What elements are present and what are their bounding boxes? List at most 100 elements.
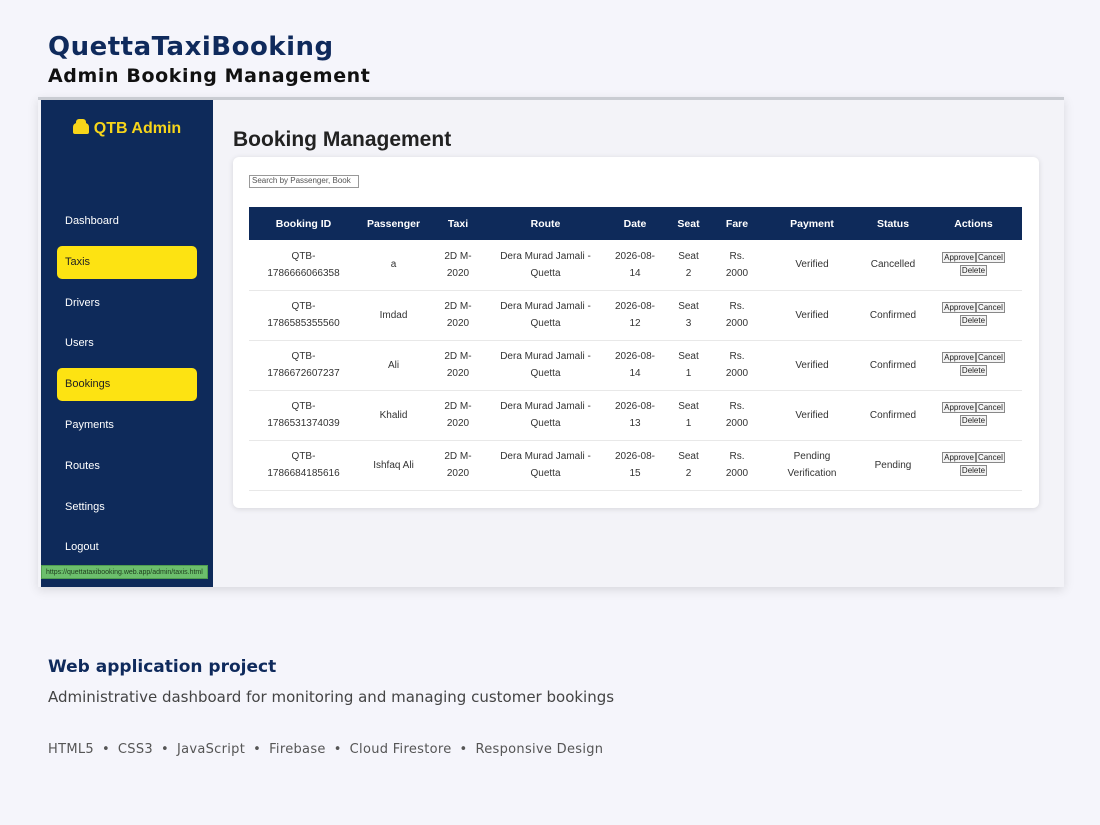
sidebar-item-bookings[interactable]: Bookings [57,368,197,402]
page-title: Booking Management [233,128,452,151]
date-cell-line: 2026-08- [614,401,656,412]
booking-id-cell: QTB- 1786585355560 [249,290,358,341]
route-cell-line: Quetta [530,368,561,379]
approve-button[interactable]: Approve [942,402,976,413]
brand-label: QTB Admin [93,120,182,137]
status-cell: Pending [861,440,925,491]
seat-cell-line: 2 [685,468,692,479]
table-row: QTB- 1786585355560 Imdad 2D M- 2020 Dera Mura… [249,290,1022,341]
route-cell-line: Dera Murad Jamali - [500,301,591,312]
sidebar-item-settings[interactable]: Settings [65,500,105,513]
seat-cell-line: Seat [678,401,699,412]
actions-cell: Approve Cancel Delete [925,240,1022,291]
fare-cell-line: Rs. [729,301,745,312]
delete-button[interactable]: Delete [959,365,988,376]
fare-cell-line: 2000 [725,318,749,329]
seat-cell: Seat 3 [666,290,711,341]
taxi-cell: 2D M- 2020 [429,440,487,491]
approve-button[interactable]: Approve [942,302,976,313]
route-cell: Dera Murad Jamali - Quetta [487,290,604,341]
route-cell-line: Dera Murad Jamali - [500,451,591,462]
project-subtitle: Admin Booking Management [48,65,371,87]
booking-id-cell-line: 1786666066358 [267,267,340,279]
route-cell: Dera Murad Jamali - Quetta [487,340,604,391]
payment-cell-line: Verified [795,409,829,421]
delete-button[interactable]: Delete [959,465,988,476]
taxi-cell-line: 2D M- [444,401,472,412]
cancel-button[interactable]: Cancel [975,302,1005,313]
payment-cell: Verified [763,240,861,291]
column-header-payment[interactable]: Payment [763,207,861,240]
delete-button[interactable]: Delete [959,315,988,326]
column-header-seat[interactable]: Seat [666,207,711,240]
route-cell: Dera Murad Jamali - Quetta [487,240,604,291]
column-header-fare[interactable]: Fare [711,207,763,240]
payment-cell: Pending Verification [763,440,861,491]
booking-id-cell-line: 1786531374039 [267,418,340,429]
passenger-cell: Khalid [358,390,429,441]
sidebar-brand[interactable]: QTB Admin [41,119,213,138]
search-input[interactable]: Search by Passenger, Book [249,175,359,188]
seat-cell: Seat 1 [666,340,711,391]
date-cell: 2026-08- 13 [604,390,666,441]
sidebar-item-users[interactable]: Users [65,337,94,350]
tag-separator: • [253,742,262,757]
taxi-cell-line: 2020 [446,468,470,479]
booking-id-cell-line: QTB- [291,250,316,262]
sidebar-item-payments[interactable]: Payments [65,419,114,431]
date-cell: 2026-08- 15 [604,440,666,491]
fare-cell-line: 2000 [725,418,749,429]
actions-cell: Approve Cancel Delete [925,440,1022,491]
date-cell: 2026-08- 12 [604,290,666,341]
taxi-cell-line: 2D M- [444,351,472,362]
delete-button[interactable]: Delete [959,415,988,426]
status-cell: Cancelled [861,240,925,291]
date-cell-line: 14 [629,368,641,379]
cancel-button[interactable]: Cancel [975,452,1005,463]
route-cell-line: Dera Murad Jamali - [500,401,591,412]
approve-button[interactable]: Approve [942,251,976,263]
cancel-button[interactable]: Cancel [975,251,1005,263]
cancel-button[interactable]: Cancel [975,402,1005,413]
table-row: QTB- 1786531374039 Khalid 2D M- 2020 Dera Mur… [249,390,1022,441]
column-header-date[interactable]: Date [604,207,666,240]
fare-cell-line: Rs. [729,250,745,262]
delete-button[interactable]: Delete [959,264,988,276]
bookings-card: Search by Passenger, Book Booking ID Pass… [233,157,1039,508]
status-cell: Confirmed [861,340,925,391]
passenger-cell: Ishfaq Ali [358,440,429,491]
sidebar-item-routes[interactable]: Routes [65,459,100,472]
actions-cell: Approve Cancel Delete [925,290,1022,341]
actions-cell: Approve Cancel Delete [925,340,1022,391]
tech-tag: Responsive Design [475,742,604,757]
approve-button[interactable]: Approve [942,352,976,363]
payment-cell-line: Verified [795,309,829,321]
date-cell-line: 2026-08- [614,250,656,262]
section-description: Administrative dashboard for monitoring … [48,688,615,706]
tag-separator: • [333,742,342,757]
tech-tag: Cloud Firestore [349,742,452,757]
column-header-actions[interactable]: Actions [925,207,1022,240]
status-cell: Confirmed [861,290,925,341]
sidebar-item-drivers[interactable]: Drivers [65,296,100,309]
route-cell-line: Quetta [530,318,561,329]
column-header-route[interactable]: Route [487,207,604,240]
sidebar-item-logout[interactable]: Logout [65,541,99,554]
column-header-status[interactable]: Status [861,207,925,240]
route-cell-line: Quetta [530,267,561,279]
fare-cell-line: 2000 [725,267,749,279]
cancel-button[interactable]: Cancel [975,352,1005,363]
seat-cell-line: 1 [685,418,692,429]
column-header-passenger[interactable]: Passenger [358,207,429,240]
sidebar-item-taxis[interactable]: Taxis [57,245,197,279]
column-header-booking-id[interactable]: Booking ID [249,207,358,240]
fare-cell-line: 2000 [725,368,749,379]
status-bar-url: https://quettataxibooking.web.app/admin/… [41,565,208,579]
seat-cell-line: 1 [685,368,692,379]
approve-button[interactable]: Approve [942,452,976,463]
seat-cell: Seat 2 [666,440,711,491]
sidebar-item-dashboard[interactable]: Dashboard [65,215,119,227]
column-header-taxi[interactable]: Taxi [429,207,487,240]
payment-cell-line: Pending [793,451,831,462]
table-row: QTB- 1786684185616 Ishfaq Ali 2D M- 2020 Dera… [249,440,1022,491]
